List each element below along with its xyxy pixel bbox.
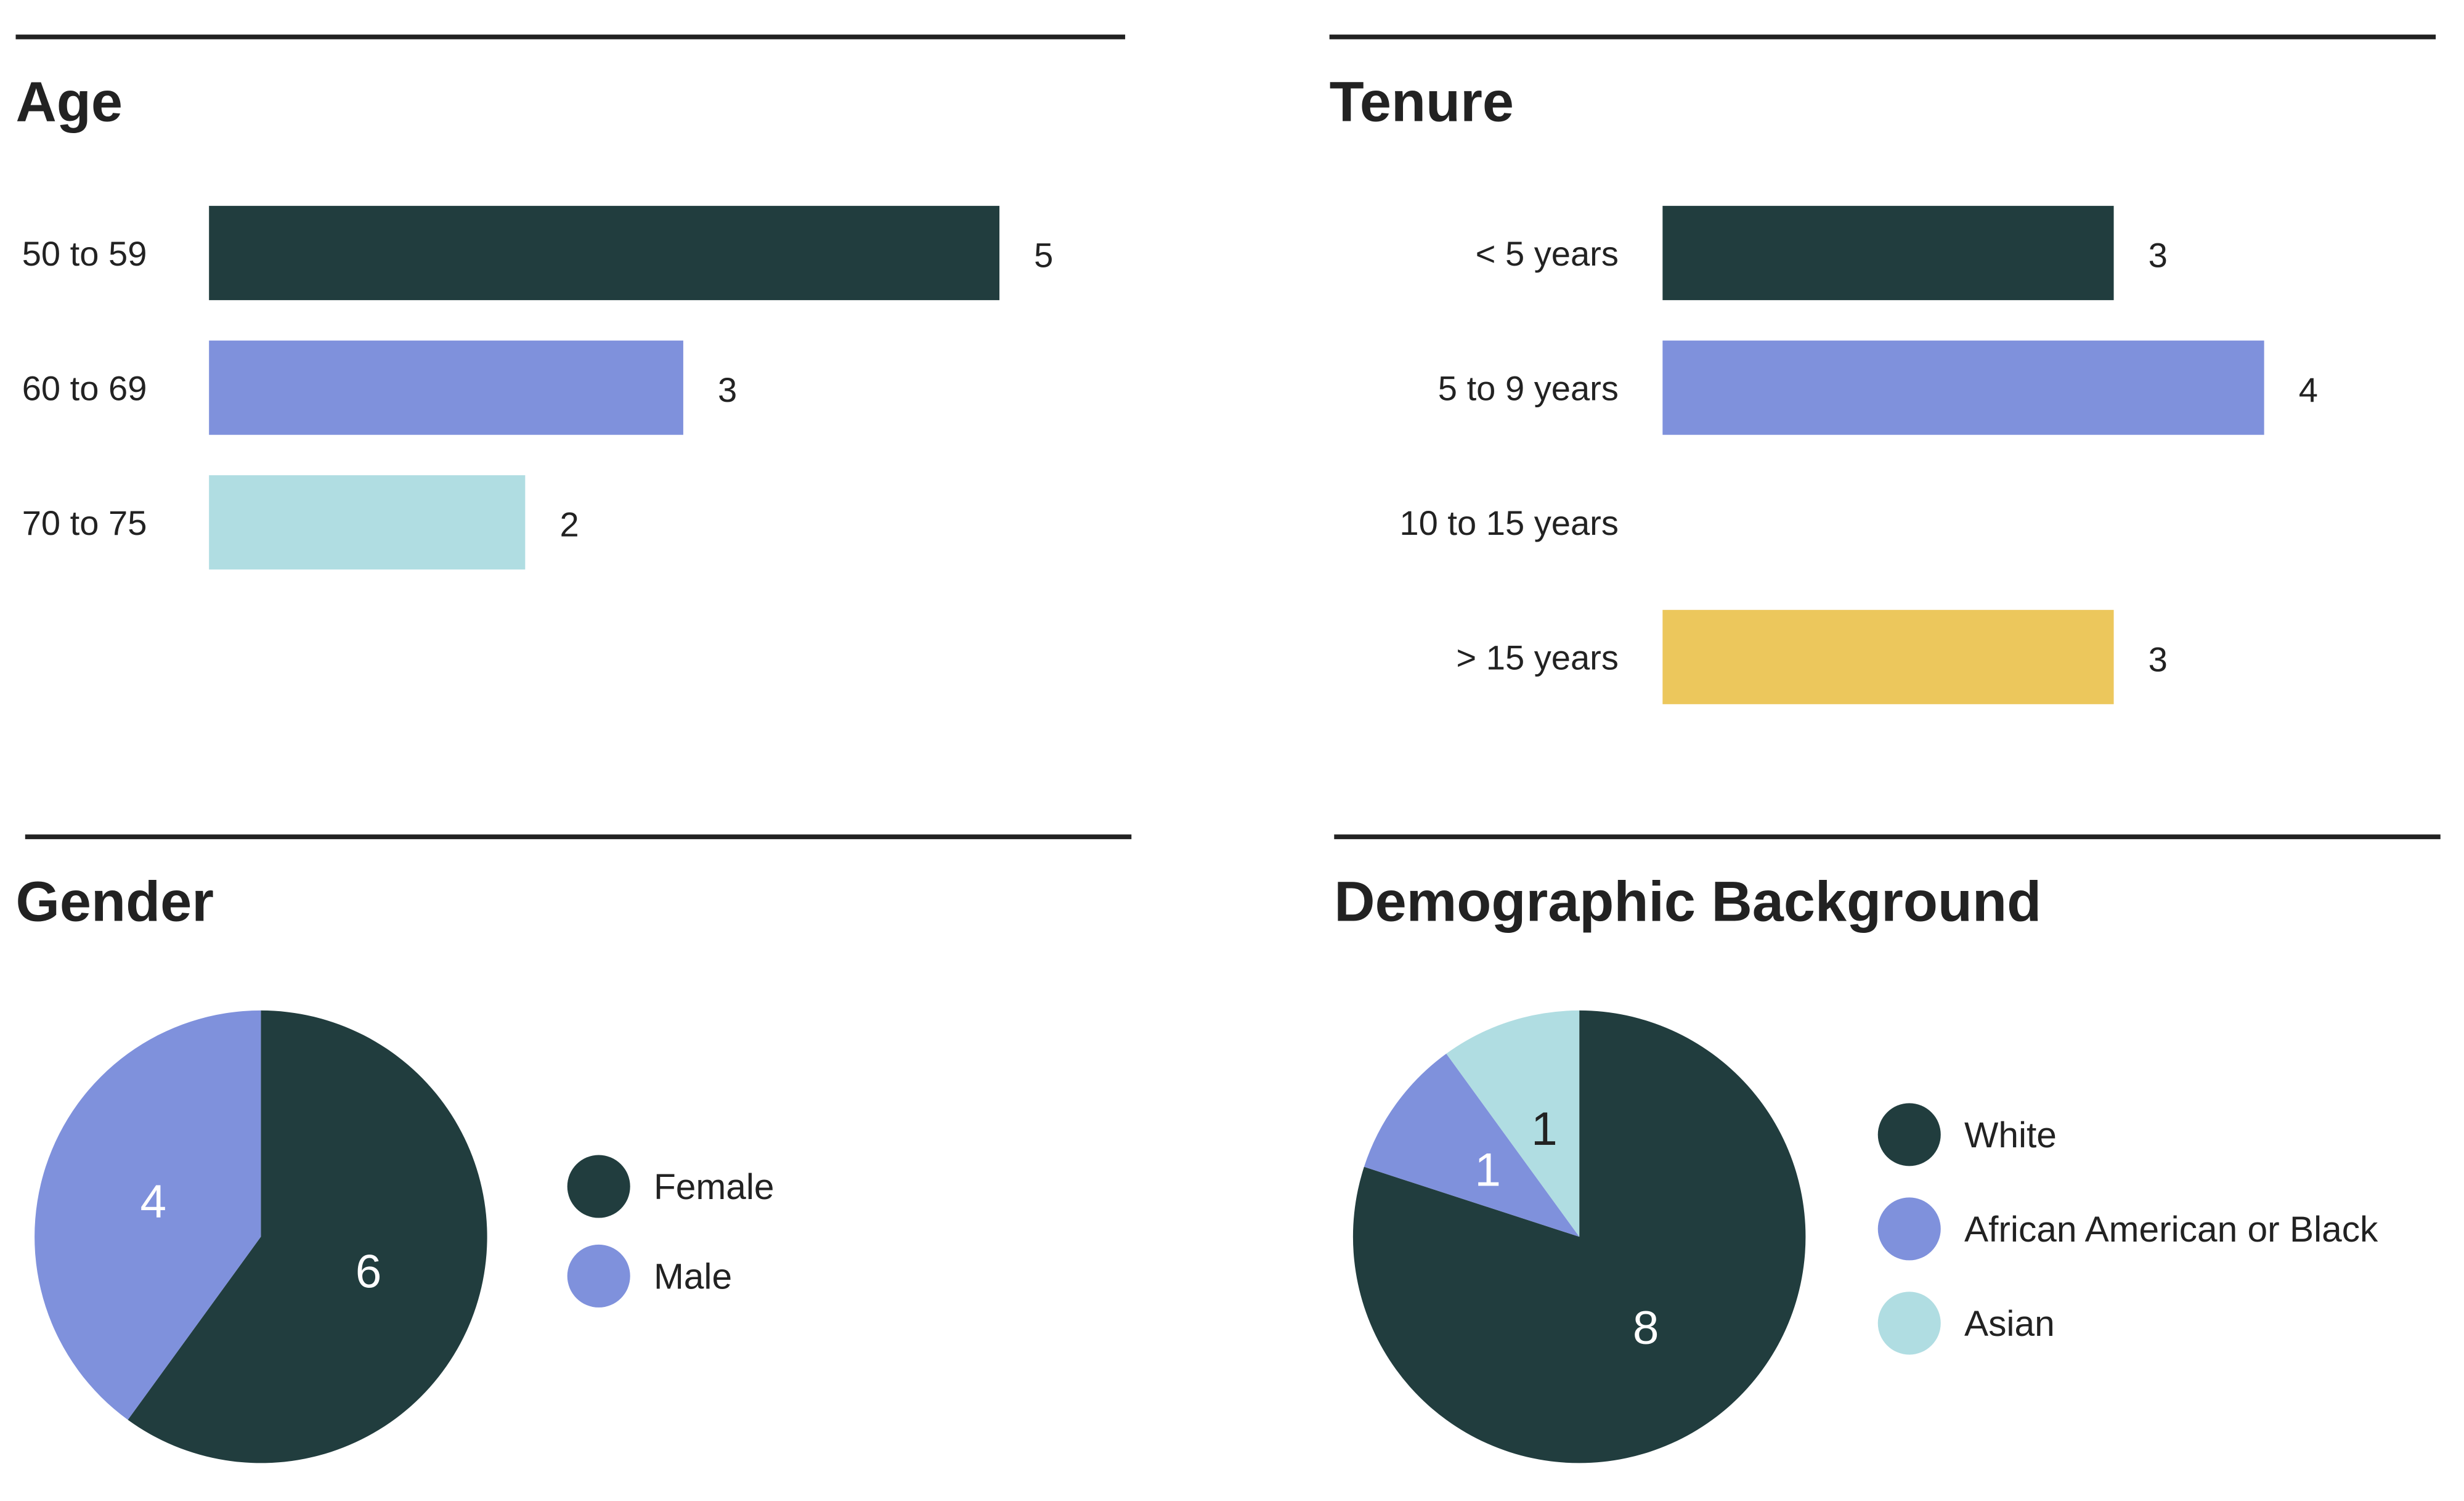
tenure-value-label: 3	[2149, 640, 2168, 678]
gender-legend-label: Female	[654, 1167, 775, 1207]
age-category-label: 60 to 69	[22, 369, 147, 408]
demographic-legend-label: African American or Black	[1964, 1210, 2378, 1250]
demographic-slice-label: 8	[1633, 1302, 1659, 1354]
tenure-bar	[1662, 609, 2114, 704]
demographic-title: Demographic Background	[1334, 869, 2042, 934]
tenure-divider	[1329, 35, 2436, 39]
tenure-category-label: < 5 years	[1476, 234, 1619, 273]
tenure-bar	[1662, 340, 2264, 435]
demographic-legend-marker	[1877, 1197, 1941, 1261]
age-bar	[209, 340, 683, 435]
age-divider	[15, 35, 1126, 39]
age-value-label: 5	[1034, 236, 1053, 275]
demographic-slice-label: 1	[1531, 1103, 1558, 1155]
age-category-label: 50 to 59	[22, 234, 147, 273]
age-value-label: 2	[559, 505, 579, 544]
demographic-legend-label: White	[1964, 1115, 2057, 1155]
demographic-slice	[1446, 1010, 1580, 1237]
gender-legend-marker	[567, 1244, 630, 1308]
demographic-slice	[1352, 1010, 1806, 1463]
gender-legend-marker	[567, 1155, 630, 1218]
gender-slice-label: 6	[356, 1245, 382, 1298]
gender-title: Gender	[15, 869, 214, 934]
demographic-legend-label: Asian	[1964, 1304, 2055, 1344]
gender-slice	[128, 1010, 487, 1463]
age-bar	[209, 475, 526, 570]
gender-slice	[35, 1010, 261, 1420]
tenure-category-label: > 15 years	[1456, 638, 1619, 677]
age-value-label: 3	[718, 370, 737, 409]
demographic-legend-marker	[1877, 1103, 1941, 1166]
tenure-value-label: 4	[2299, 370, 2318, 409]
demographic-slice-label: 1	[1474, 1144, 1501, 1197]
demographic-divider	[1334, 834, 2441, 839]
tenure-value-label: 3	[2149, 236, 2168, 275]
gender-legend-label: Male	[654, 1256, 732, 1296]
tenure-title: Tenure	[1329, 69, 1514, 134]
demographic-legend-marker	[1877, 1292, 1941, 1355]
age-category-label: 70 to 75	[22, 503, 147, 542]
age-title: Age	[15, 69, 123, 134]
tenure-bar	[1662, 206, 2114, 301]
gender-divider	[25, 834, 1132, 839]
age-bar	[209, 206, 1000, 301]
tenure-category-label: 10 to 15 years	[1399, 503, 1619, 542]
gender-slice-label: 4	[140, 1176, 166, 1228]
demographic-slice	[1364, 1054, 1580, 1237]
tenure-category-label: 5 to 9 years	[1438, 369, 1619, 408]
